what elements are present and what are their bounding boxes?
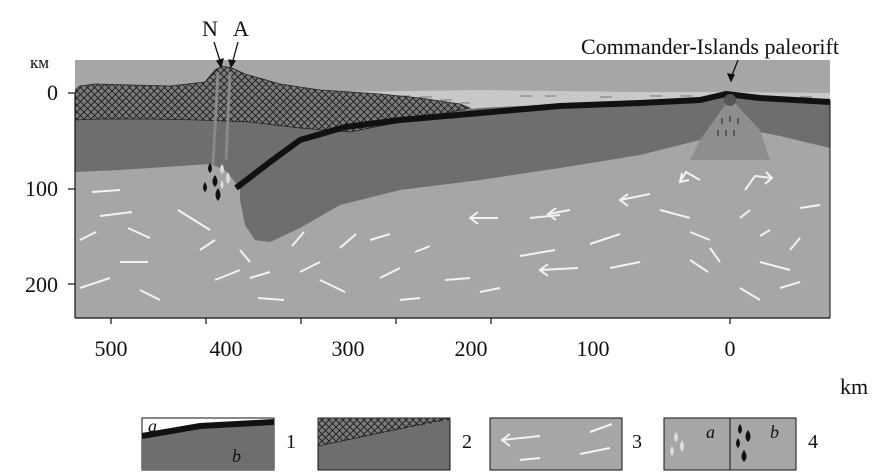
y-unit-label: км (30, 53, 49, 72)
melt-droplets (203, 163, 230, 201)
legend-letter-b: b (770, 422, 779, 442)
x-tick-label: 200 (455, 336, 488, 361)
legend-letter-b: b (232, 446, 241, 466)
legend-number: 4 (808, 431, 818, 453)
legend-number: 2 (462, 431, 472, 453)
y-ticks (68, 92, 75, 285)
volcano-label-a: A (233, 16, 249, 41)
y-tick-label: 0 (47, 80, 58, 105)
legend-item-4: a b 4 (663, 417, 818, 471)
arc-crust-hatched (75, 65, 472, 133)
x-tick-label: 500 (95, 336, 128, 361)
x-tick-label: 400 (210, 336, 243, 361)
rift-feeders (717, 116, 739, 136)
rift-plume (690, 98, 770, 160)
legend: a b 1 2 3 (141, 416, 818, 471)
rift-label: Commander-Islands paleorift (581, 34, 839, 59)
x-ticks (110, 318, 731, 324)
x-tick-label: 300 (332, 336, 365, 361)
legend-number: 1 (286, 431, 296, 453)
y-tick-label: 200 (25, 272, 58, 297)
legend-item-1: a b 1 (141, 416, 296, 471)
x-tick-label: 0 (725, 336, 736, 361)
rift-vent (724, 94, 736, 106)
legend-letter-a: a (148, 416, 157, 436)
cross-section-body (75, 60, 830, 318)
rift-pointer-arrow (726, 59, 739, 83)
x-tick-label: 100 (577, 336, 610, 361)
legend-item-2: 2 (317, 417, 472, 471)
subducting-slab (240, 96, 830, 242)
y-tick-label: 100 (25, 176, 58, 201)
legend-number: 3 (632, 431, 642, 453)
x-unit-label: km (840, 374, 868, 399)
legend-item-3: 3 (489, 417, 642, 471)
flow-lines (79, 189, 821, 301)
legend-letter-a: a (706, 422, 715, 442)
flow-arrows (468, 170, 774, 277)
volcano-label-n: N (202, 16, 218, 41)
volcano-conduits (211, 71, 232, 166)
volcano-pointer-arrows (213, 41, 239, 69)
